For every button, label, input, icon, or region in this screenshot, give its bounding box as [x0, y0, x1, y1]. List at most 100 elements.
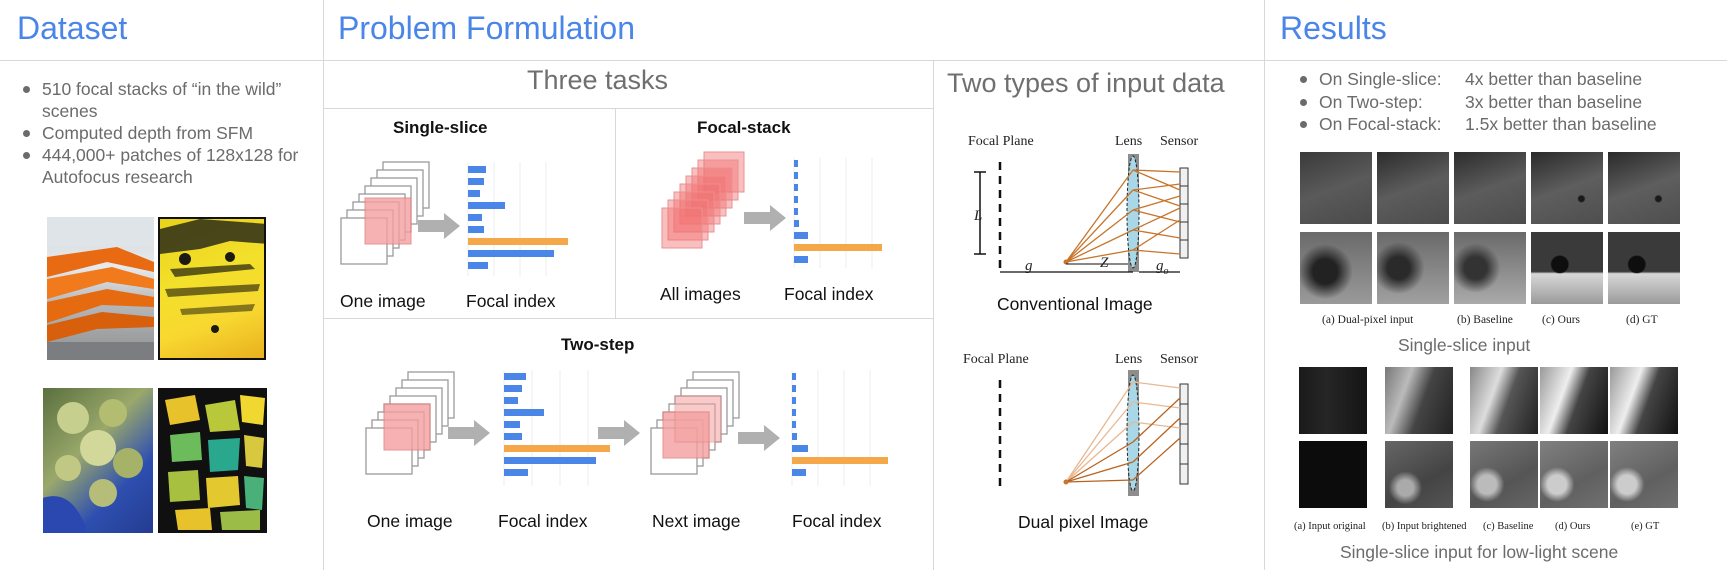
- two-step-stack-figure-1: [365, 371, 455, 475]
- results-grid-single-slice: [1300, 152, 1680, 307]
- conv-L-label: L: [974, 208, 983, 224]
- two-step-caption-1: One image: [367, 511, 453, 531]
- conv-focal-plane-label: Focal Plane: [968, 134, 1034, 149]
- result-tile: [1540, 441, 1608, 508]
- result-label: On Focal-stack:: [1319, 114, 1442, 134]
- conv-go-sub: o: [1163, 266, 1169, 277]
- conv-go-label: go: [1156, 258, 1169, 277]
- conv-sensor-label: Sensor: [1160, 134, 1199, 149]
- focal-stack-left-caption: All images: [660, 284, 741, 304]
- header-rule: [0, 60, 1727, 61]
- conv-Z-label: Z: [1100, 255, 1109, 271]
- focal-stack-focal-bars: [793, 158, 882, 268]
- result-tile: [1385, 441, 1453, 508]
- result-value: 1.5x better than baseline: [1465, 114, 1657, 134]
- problem-title: Problem Formulation: [338, 10, 635, 46]
- result-item: On Focal-stack: 1.5x better than baseline: [1295, 113, 1657, 136]
- sample-depth-chairs: [158, 217, 266, 360]
- result-tile: [1470, 367, 1538, 434]
- conv-go-g: g: [1156, 258, 1164, 274]
- dual-pixel-caption: Dual pixel Image: [1018, 512, 1149, 532]
- results-section: Results On Single-slice: 4x better than b…: [1265, 0, 1727, 570]
- result-tile: [1610, 367, 1678, 434]
- task-single-slice-title: Single-slice: [393, 118, 488, 137]
- results-list: On Single-slice: 4x better than baseline …: [1295, 68, 1657, 136]
- two-step-stack-figure-2: [650, 371, 740, 475]
- divider-results: [1264, 0, 1265, 570]
- dataset-section: Dataset 510 focal stacks of “in the wild…: [0, 0, 323, 570]
- dataset-bullet: Computed depth from SFM: [18, 122, 308, 144]
- result-item: On Single-slice: 4x better than baseline: [1295, 68, 1657, 91]
- conventional-optics-diagram: [974, 154, 1189, 273]
- two-step-arrow-1: [448, 420, 490, 446]
- task-two-step-title: Two-step: [561, 335, 635, 354]
- result-tile: [1531, 232, 1603, 304]
- result-tile: [1299, 367, 1367, 434]
- three-tasks-heading: Three tasks: [527, 65, 669, 95]
- dual-lens-label: Lens: [1115, 352, 1143, 367]
- two-step-caption-4: Focal index: [792, 511, 882, 531]
- two-step-caption-3: Next image: [652, 511, 741, 531]
- result-tile: [1608, 152, 1680, 224]
- sample-depth-plant: [158, 388, 267, 533]
- result-tile: [1385, 367, 1453, 434]
- divider-dataset: [323, 0, 324, 570]
- focal-stack-stack-figure: [661, 151, 745, 249]
- result-label: On Single-slice:: [1319, 69, 1442, 89]
- dual-focal-plane-label: Focal Plane: [963, 352, 1029, 367]
- result-tile: [1299, 441, 1367, 508]
- conventional-caption: Conventional Image: [997, 294, 1153, 314]
- focal-stack-right-caption: Focal index: [784, 284, 874, 304]
- two-step-arrow-3: [738, 425, 780, 451]
- grid2-label-c: (c) Baseline: [1483, 521, 1534, 532]
- grid1-label-c: (c) Ours: [1542, 314, 1580, 326]
- grid2-caption: Single-slice input for low-light scene: [1340, 542, 1619, 562]
- two-step-focal-bars-1: [503, 370, 610, 486]
- divider-input-types: [933, 60, 934, 570]
- result-tile: [1377, 152, 1449, 224]
- dual-sensor-label: Sensor: [1160, 352, 1199, 367]
- conv-lens-label: Lens: [1115, 134, 1143, 149]
- focal-stack-arrow: [744, 205, 786, 231]
- grid2-label-b: (b) Input brightened: [1382, 521, 1467, 532]
- result-tile: [1540, 367, 1608, 434]
- grid2-label-d: (d) Ours: [1555, 521, 1591, 532]
- tasks-row-rule-top: [323, 108, 933, 109]
- grid1-caption: Single-slice input: [1398, 335, 1531, 355]
- result-tile: [1608, 232, 1680, 304]
- result-value: 4x better than baseline: [1465, 69, 1643, 89]
- task-focal-stack-title: Focal-stack: [697, 118, 791, 137]
- two-step-focal-bars-2: [791, 370, 888, 486]
- dataset-bullet: 510 focal stacks of “in the wild” scenes: [18, 78, 308, 122]
- result-value: 3x better than baseline: [1465, 91, 1643, 112]
- grid1-label-b: (b) Baseline: [1457, 314, 1513, 326]
- result-tile: [1377, 232, 1449, 304]
- sample-photo-chairs: [47, 217, 154, 360]
- results-grid-low-light: [1299, 367, 1679, 509]
- sample-photo-plant: [43, 388, 153, 533]
- result-tile: [1610, 441, 1678, 508]
- result-item: On Two-step: 3x better than baseline: [1295, 91, 1657, 114]
- tasks-col-rule: [615, 108, 616, 318]
- grid1-label-a: (a) Dual-pixel input: [1322, 314, 1414, 326]
- conv-g-label: g: [1025, 258, 1033, 274]
- result-tile: [1470, 441, 1538, 508]
- two-step-arrow-2: [598, 420, 640, 446]
- dual-pixel-optics-diagram: [998, 370, 1189, 496]
- result-tile: [1531, 152, 1603, 224]
- single-slice-left-caption: One image: [340, 291, 426, 311]
- grid2-label-a: (a) Input original: [1294, 521, 1366, 532]
- result-tile: [1300, 232, 1372, 304]
- single-slice-right-caption: Focal index: [466, 291, 556, 311]
- problem-section: Problem Formulation: [324, 0, 1264, 570]
- dataset-title: Dataset: [17, 10, 128, 46]
- dataset-bullet: 444,000+ patches of 128x128 for Autofocu…: [18, 144, 308, 188]
- two-step-caption-2: Focal index: [498, 511, 588, 531]
- result-tile: [1300, 152, 1372, 224]
- grid1-label-d: (d) GT: [1626, 314, 1658, 326]
- single-slice-focal-bars: [467, 162, 568, 276]
- grid2-label-e: (e) GT: [1631, 521, 1660, 532]
- dataset-bullets: 510 focal stacks of “in the wild” scenes…: [18, 78, 308, 188]
- result-tile: [1454, 152, 1526, 224]
- result-tile: [1454, 232, 1526, 304]
